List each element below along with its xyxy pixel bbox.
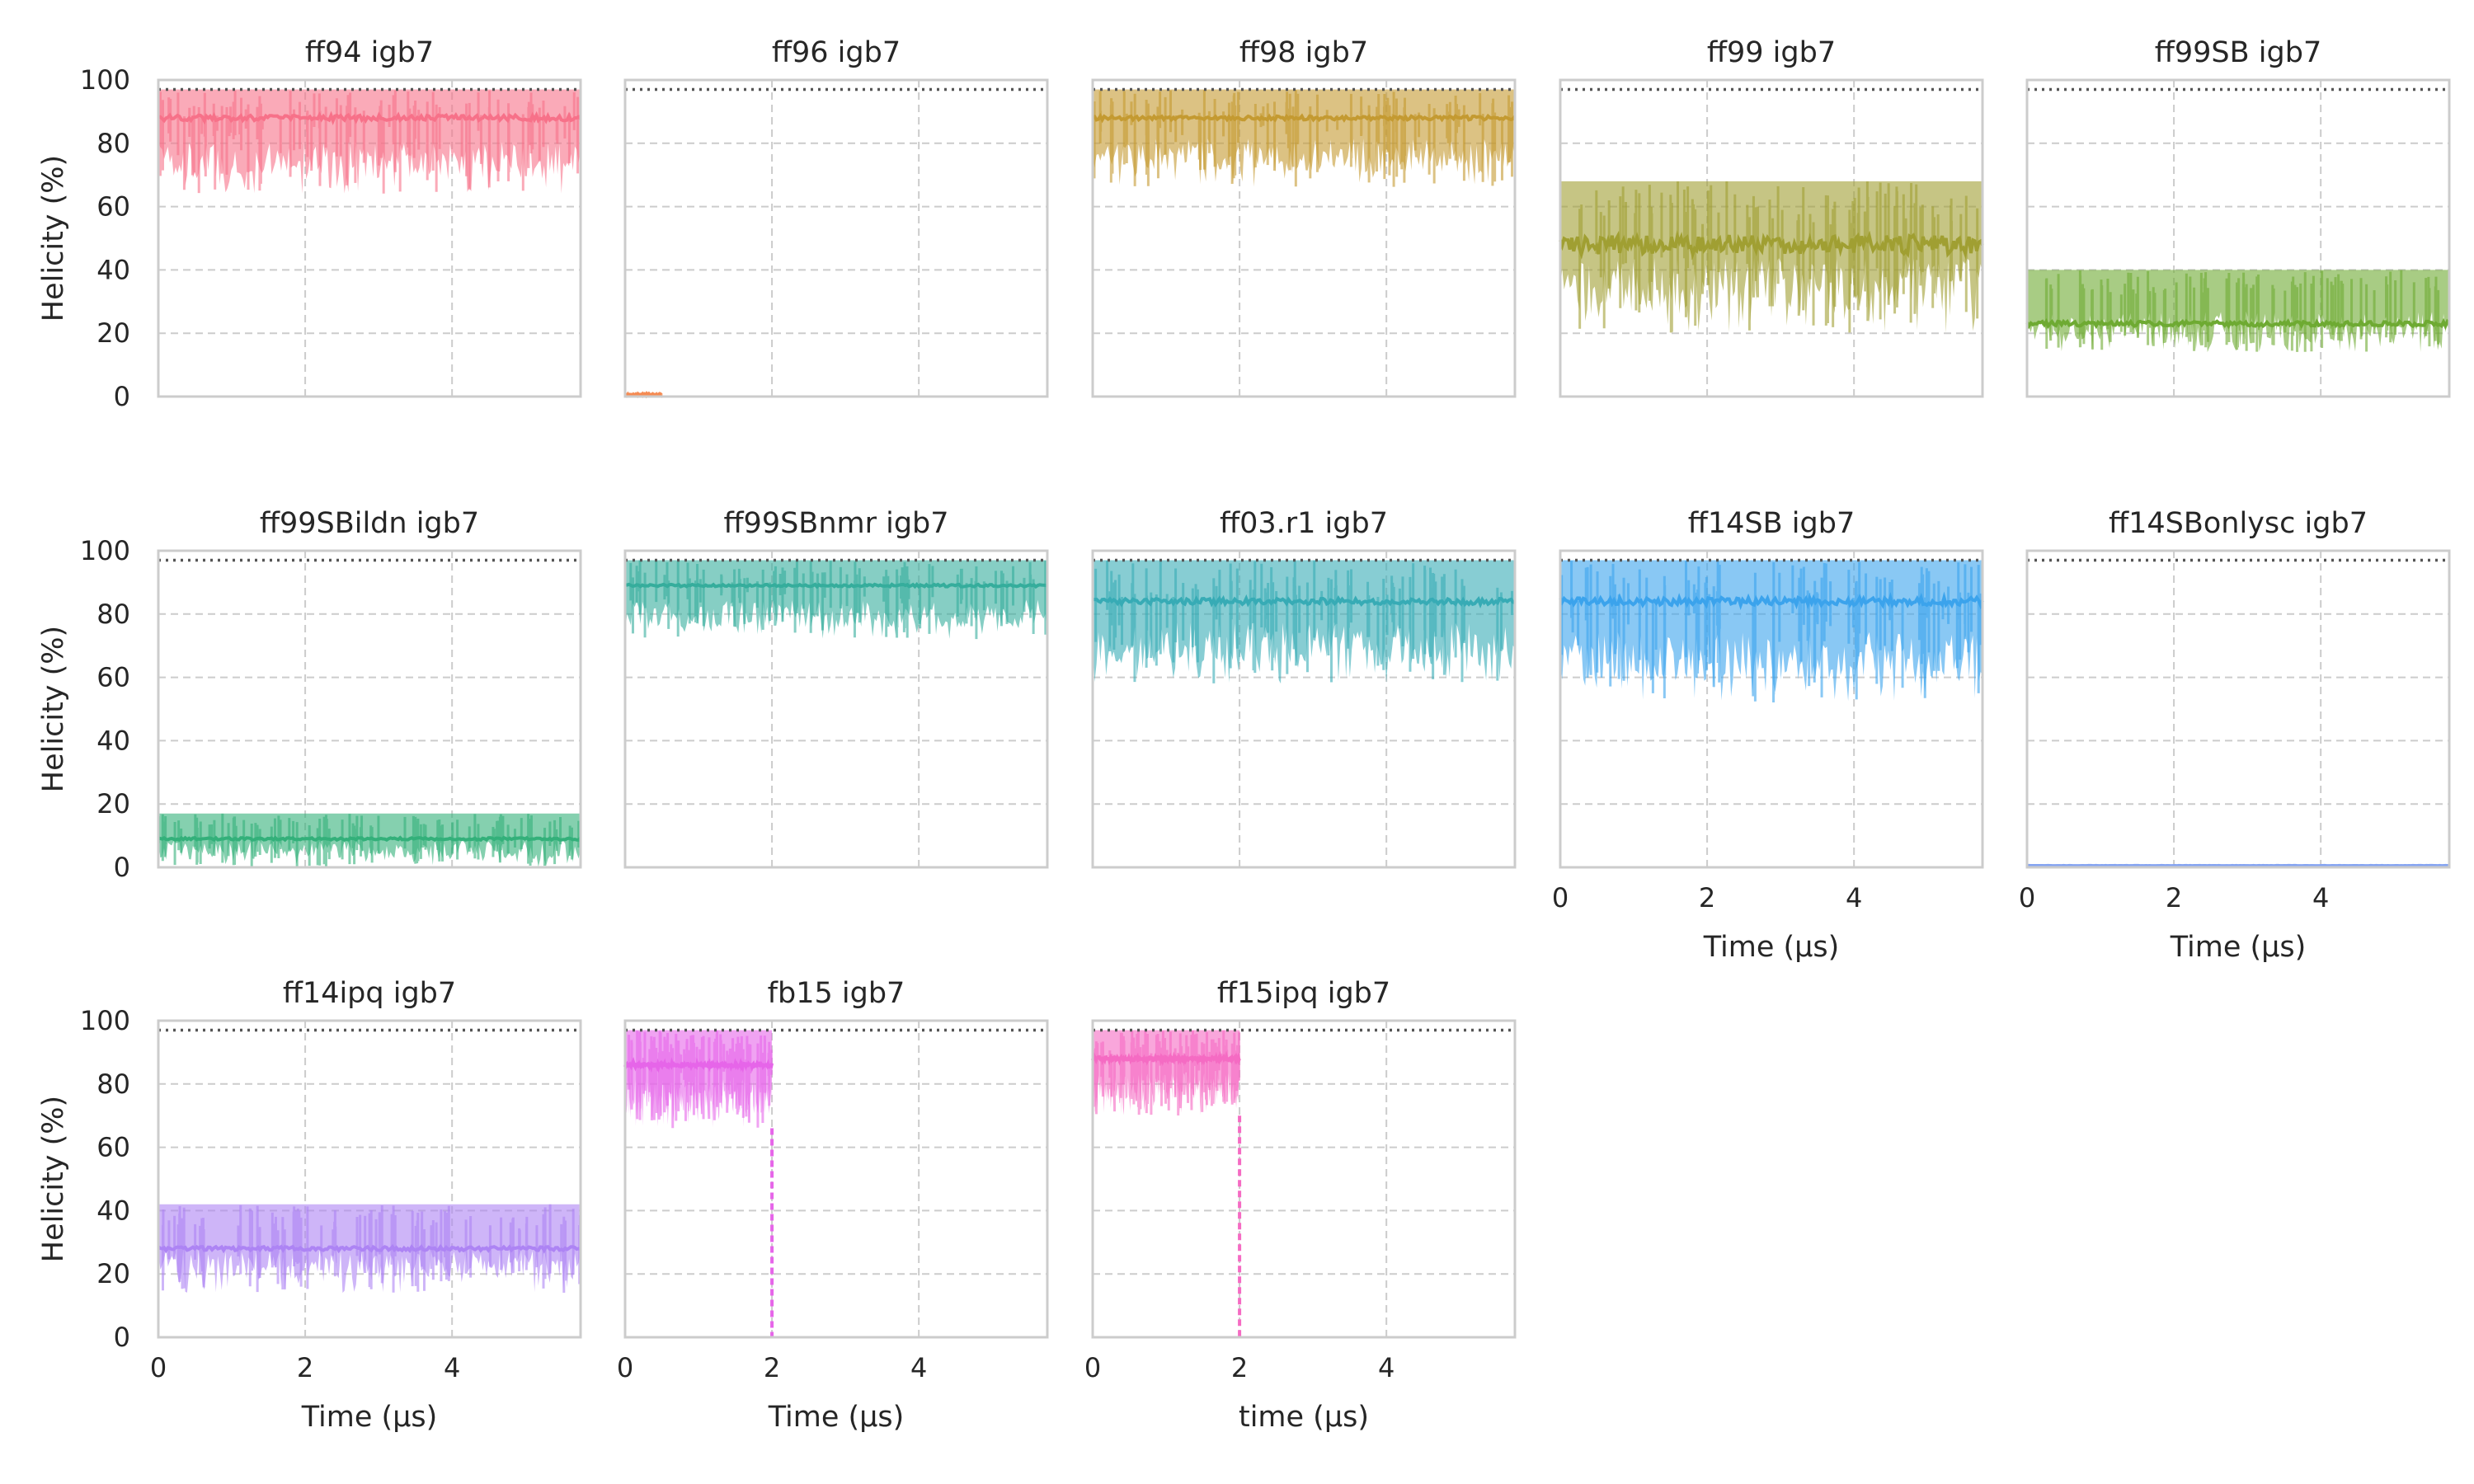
subplot-title: ff99 igb7 <box>1707 36 1836 69</box>
helicity-mean-line <box>1091 1050 1241 1067</box>
subplot-title: ff14ipq igb7 <box>283 977 456 1010</box>
x-tick-label: 0 <box>1084 1352 1101 1383</box>
y-tick-label: 60 <box>96 662 130 693</box>
subplot-6: ff99SBildn igb7 0 20 40 60 80 100 Helicity (%) <box>37 507 582 883</box>
axes-frame <box>1091 78 1517 398</box>
helicity-mean-line <box>157 1243 581 1254</box>
axes-frame <box>1091 1019 1517 1339</box>
subplot-title: ff15ipq igb7 <box>1217 977 1390 1010</box>
x-tick-label: 4 <box>1378 1352 1395 1383</box>
y-tick-label: 0 <box>114 852 130 883</box>
y-tick-label: 20 <box>96 317 130 349</box>
subplot-8: ff03.r1 igb7 <box>1091 507 1517 869</box>
helicity-spikes <box>1093 90 1513 187</box>
y-tick-label: 20 <box>96 788 130 819</box>
x-tick-label: 0 <box>150 1352 167 1383</box>
plot-area <box>2027 551 2449 867</box>
x-tick-label: 2 <box>1231 1352 1248 1383</box>
y-tick-label: 100 <box>80 1005 130 1036</box>
subplot-title: ff99SBnmr igb7 <box>723 507 948 540</box>
y-tick-label: 100 <box>80 535 130 566</box>
subplot-11: ff14ipq igb7 0 20 40 60 80 100 Helicity (%) 0 2 4T… <box>37 977 582 1434</box>
subplot-5: ff99SB igb7 <box>2025 36 2451 398</box>
y-tick-label: 20 <box>96 1258 130 1289</box>
helicity-range-band <box>625 560 1047 639</box>
subplot-4: ff99 igb7 <box>1559 36 1984 398</box>
subplot-13: ff15ipq igb7 0 2 4 time (μs) <box>1084 977 1517 1434</box>
subplot-title: ff98 igb7 <box>1239 36 1368 69</box>
subplot-title: ff99SBildn igb7 <box>260 507 479 540</box>
x-tick-label: 2 <box>2166 882 2182 913</box>
x-tick-label: 4 <box>910 1352 927 1383</box>
helicity-mean-line <box>1559 230 1984 261</box>
helicity-mean-line <box>158 110 582 125</box>
x-axis-label: Time (μs) <box>768 1401 905 1434</box>
y-tick-label: 60 <box>96 191 130 223</box>
axes-frame <box>157 1019 582 1339</box>
axes-frame <box>1559 78 1984 398</box>
subplot-1: ff94 igb7 0 20 40 60 80 100 Helicity (%) <box>37 36 582 412</box>
x-axis-label: time (μs) <box>1239 1401 1369 1434</box>
axes-frame <box>1091 549 1517 869</box>
subplot-title: ff96 igb7 <box>772 36 901 69</box>
y-tick-label: 40 <box>96 1195 130 1226</box>
axes-frame <box>157 78 582 398</box>
helicity-mean-line <box>1092 112 1517 124</box>
axes-frame <box>623 78 1049 398</box>
y-tick-label: 80 <box>96 128 130 159</box>
axes-frame <box>157 549 582 869</box>
x-tick-label: 4 <box>2312 882 2329 913</box>
axes-frame <box>623 549 1049 869</box>
helicity-mean-line <box>1092 594 1516 608</box>
y-tick-label: 40 <box>96 254 130 285</box>
y-tick-label: 60 <box>96 1132 130 1163</box>
subplot-title: ff99SB igb7 <box>2155 36 2321 69</box>
y-tick-label: 80 <box>96 599 130 630</box>
axes-frame <box>623 1019 1049 1339</box>
y-tick-label: 40 <box>96 725 130 756</box>
axes-frame <box>2025 549 2451 869</box>
y-tick-label: 100 <box>80 64 130 96</box>
x-tick-label: 4 <box>1846 882 1862 913</box>
subplot-title: ff14SB igb7 <box>1688 507 1855 540</box>
helicity-mean-line <box>2025 317 2451 331</box>
subplot-title: ff14SBonlysc igb7 <box>2109 507 2368 540</box>
x-tick-label: 0 <box>1552 882 1569 913</box>
y-axis-label: Helicity (%) <box>37 626 70 792</box>
x-axis-label: Time (μs) <box>1703 931 1840 964</box>
x-tick-label: 0 <box>2019 882 2035 913</box>
x-tick-label: 0 <box>617 1352 633 1383</box>
plot-area <box>625 80 1047 397</box>
subplot-7: ff99SBnmr igb7 <box>623 507 1049 869</box>
subplot-title: ff94 igb7 <box>305 36 434 69</box>
subplot-2: ff96 igb7 <box>623 36 1049 399</box>
y-tick-label: 80 <box>96 1068 130 1100</box>
x-tick-label: 2 <box>764 1352 780 1383</box>
subplot-3: ff98 igb7 <box>1091 36 1517 398</box>
y-axis-label: Helicity (%) <box>37 1096 70 1262</box>
helicity-mean-line <box>158 835 582 843</box>
y-tick-label: 0 <box>114 1322 130 1353</box>
axes-frame <box>1559 549 1984 869</box>
y-axis-label: Helicity (%) <box>37 155 70 322</box>
subplot-title: fb15 igb7 <box>768 977 905 1010</box>
subplot-title: ff03.r1 igb7 <box>1220 507 1388 540</box>
x-axis-label: Time (μs) <box>301 1401 438 1434</box>
x-tick-label: 2 <box>297 1352 313 1383</box>
x-tick-label: 4 <box>444 1352 460 1383</box>
helicity-mean-line <box>1559 591 1984 610</box>
x-tick-label: 2 <box>1699 882 1715 913</box>
helicity-mean-line <box>623 1056 774 1073</box>
x-axis-label: Time (μs) <box>2170 931 2307 964</box>
helicity-spikes <box>2044 270 2440 352</box>
axes-frame <box>2025 78 2451 398</box>
helicity-spikes <box>628 1030 773 1129</box>
helicity-mean-line <box>624 582 1048 589</box>
y-tick-label: 0 <box>114 381 130 412</box>
